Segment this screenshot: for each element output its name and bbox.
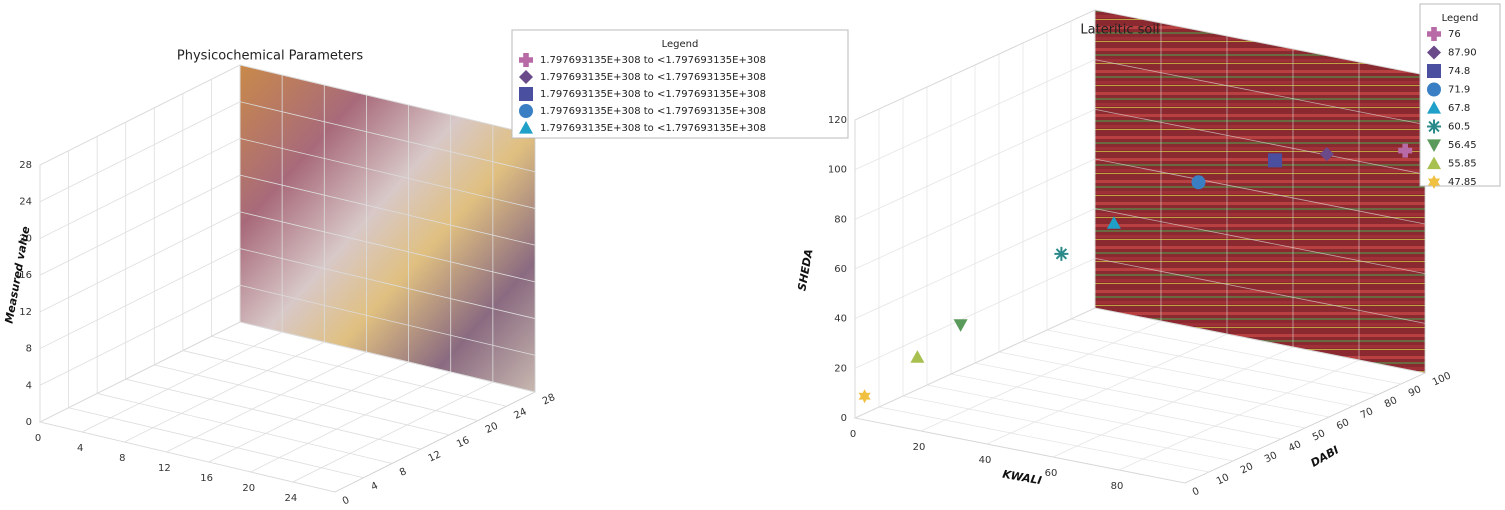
z-tick-label: 80 — [1383, 395, 1399, 410]
legend-label: 1.797693135E+308 to <1.797693135E+308 — [540, 55, 766, 66]
y-tick-label: 0 — [841, 413, 847, 424]
x-tick-label: 40 — [979, 455, 992, 466]
x-tick-label: 16 — [200, 473, 213, 484]
z-tick-label: 90 — [1407, 384, 1423, 399]
legend-label: 67.8 — [1448, 103, 1470, 114]
z-tick-label: 4 — [369, 480, 379, 493]
y-tick-label: 8 — [26, 344, 32, 355]
x-tick-label: 80 — [1111, 481, 1124, 492]
z-tick-label: 20 — [1239, 461, 1255, 476]
z-tick-label: 100 — [1431, 370, 1453, 388]
chart-title: Physicochemical Parameters — [177, 49, 363, 64]
legend-marker — [519, 104, 533, 118]
z-tick-label: 10 — [1215, 472, 1231, 487]
y-tick-label: 100 — [828, 165, 847, 176]
legend-title: Legend — [1442, 13, 1479, 24]
legend-label: 76 — [1448, 29, 1461, 40]
legend-label: 1.797693135E+308 to <1.797693135E+308 — [540, 106, 766, 117]
z-tick-label: 28 — [541, 392, 557, 407]
y-tick-label: 120 — [828, 115, 847, 126]
chart-0: 0481216202404812162024280481216202428Phy… — [3, 30, 848, 507]
legend-marker — [1427, 83, 1441, 97]
legend-label: 1.797693135E+308 to <1.797693135E+308 — [540, 72, 766, 83]
legend-marker — [1427, 120, 1441, 134]
chart-title: Lateritic soil — [1080, 23, 1159, 38]
x-tick-label: 8 — [119, 453, 125, 464]
x-tick-label: 60 — [1045, 468, 1058, 479]
legend-label: 87.90 — [1448, 48, 1477, 59]
legend-label: 60.5 — [1448, 122, 1470, 133]
legend-label: 71.9 — [1448, 85, 1470, 96]
z-tick-label: 24 — [512, 406, 528, 421]
legend-title: Legend — [662, 39, 699, 50]
z-tick-label: 50 — [1311, 428, 1327, 443]
page: 0481216202404812162024280481216202428Phy… — [0, 0, 1505, 510]
y-tick-label: 20 — [834, 363, 847, 374]
legend-label: 74.8 — [1448, 66, 1470, 77]
legend-marker — [1427, 64, 1441, 78]
legend-label: 55.85 — [1448, 159, 1477, 170]
y-tick-label: 80 — [834, 214, 847, 225]
legend-label: 1.797693135E+308 to <1.797693135E+308 — [540, 123, 766, 134]
legend-marker — [519, 87, 533, 101]
z-axis-label: DABI — [1308, 443, 1341, 469]
z-tick-label: 8 — [398, 466, 408, 479]
y-tick-label: 40 — [834, 314, 847, 325]
legend-label: 56.45 — [1448, 140, 1477, 151]
x-tick-label: 12 — [158, 463, 171, 474]
legend-label: 1.797693135E+308 to <1.797693135E+308 — [540, 89, 766, 100]
z-tick-label: 0 — [341, 495, 351, 508]
y-tick-label: 0 — [26, 417, 32, 428]
z-tick-label: 16 — [455, 435, 471, 450]
legend-label: 47.85 — [1448, 177, 1477, 188]
z-tick-label: 60 — [1335, 417, 1351, 432]
x-tick-label: 20 — [242, 483, 255, 494]
x-axis-label: KWALI — [1001, 468, 1042, 488]
z-tick-label: 30 — [1263, 450, 1279, 465]
y-tick-label: 28 — [19, 160, 32, 171]
chart-1: 0 20 40 60 80 0 20 40 60 80 100 120 0 10 20 30 40 50 60 70 8… — [795, 4, 1500, 498]
y-tick-label: 4 — [26, 380, 32, 391]
z-tick-label: 70 — [1359, 406, 1375, 421]
marker — [1268, 153, 1282, 167]
y-tick-label: 12 — [19, 307, 32, 318]
z-tick-label: 40 — [1287, 439, 1303, 454]
x-tick-label: 0 — [850, 429, 856, 440]
z-tick-label: 0 — [1191, 486, 1201, 499]
marker — [1192, 175, 1206, 189]
x-tick-label: 0 — [35, 433, 41, 444]
marker — [1054, 247, 1068, 261]
y-tick-label: 60 — [834, 264, 847, 275]
y-tick-label: 24 — [19, 197, 32, 208]
y-axis-label: SHEDA — [795, 248, 815, 292]
x-tick-label: 20 — [913, 442, 926, 453]
z-tick-label: 20 — [484, 421, 500, 436]
x-tick-label: 4 — [77, 443, 83, 454]
z-tick-label: 12 — [427, 449, 443, 464]
x-tick-label: 24 — [284, 493, 297, 504]
